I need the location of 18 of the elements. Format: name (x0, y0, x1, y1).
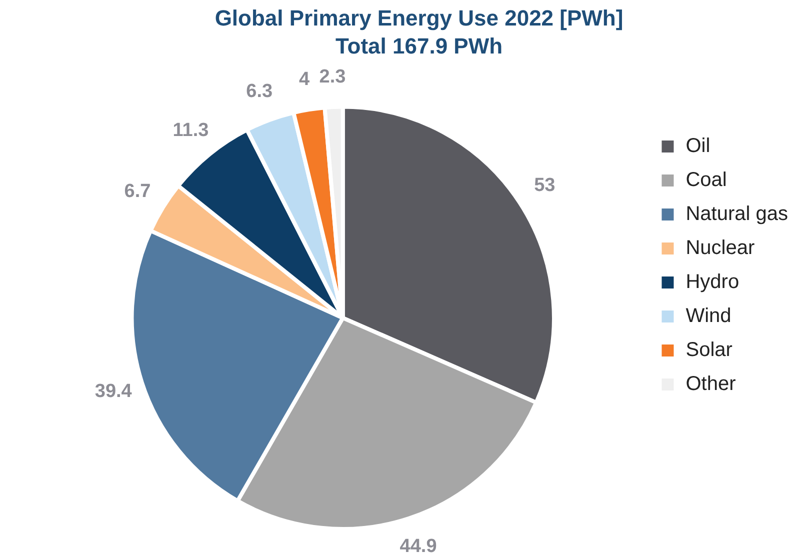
legend-label: Wind (686, 305, 732, 328)
data-label: 6.7 (124, 180, 151, 202)
legend-label: Other (686, 373, 736, 396)
data-label: 44.9 (400, 536, 437, 558)
data-label: 6.3 (246, 80, 273, 102)
legend-label: Natural gas (686, 203, 788, 226)
chart-subtitle: Total 167.9 PWh (335, 34, 503, 59)
legend-label: Solar (686, 339, 733, 362)
legend-label: Nuclear (686, 237, 755, 260)
data-label: 11.3 (172, 120, 209, 142)
legend-label: Oil (686, 135, 710, 158)
chart-title: Global Primary Energy Use 2022 [PWh] (214, 5, 624, 30)
data-label: 2.3 (319, 66, 346, 88)
data-label: 39.4 (94, 381, 132, 402)
data-label: 53 (534, 175, 556, 196)
legend-label: Coal (686, 169, 727, 192)
data-label: 4 (298, 69, 310, 90)
legend-label: Hydro (686, 271, 740, 294)
